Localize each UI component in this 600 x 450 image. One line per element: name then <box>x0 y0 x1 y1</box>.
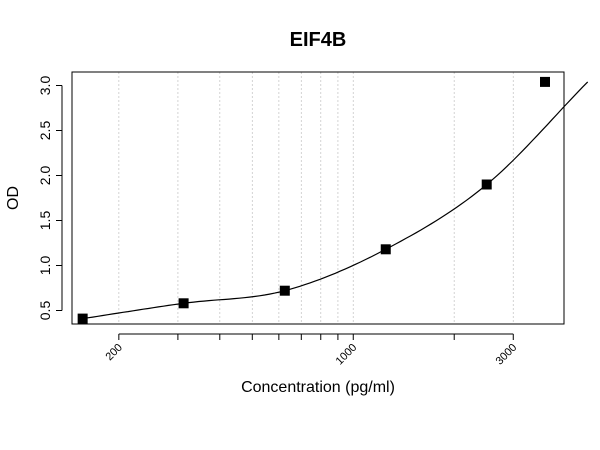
y-axis: 0.5 1.0 1.5 2.0 2.5 3.0 <box>37 76 63 321</box>
y-tick-label: 1.5 <box>37 211 53 231</box>
x-axis: 200 1000 3000 <box>103 333 520 368</box>
y-tick-label: 3.0 <box>37 76 53 96</box>
data-point <box>178 298 189 309</box>
y-tick-label: 2.0 <box>37 166 53 186</box>
fit-curve <box>82 81 589 320</box>
x-tick-label: 1000 <box>334 342 360 368</box>
x-tick-label: 200 <box>103 342 124 363</box>
data-point <box>380 244 391 255</box>
x-axis-label: Concentration (pg/ml) <box>241 379 395 396</box>
data-point <box>481 179 492 190</box>
data-point <box>540 76 550 87</box>
x-tick-label: 3000 <box>494 342 520 368</box>
y-tick-label: 0.5 <box>37 301 53 321</box>
data-point <box>279 285 290 296</box>
plot-frame <box>71 71 565 325</box>
y-tick-label: 1.0 <box>37 256 53 276</box>
chart-title: EIF4B <box>290 29 347 51</box>
data-points <box>77 76 550 324</box>
grid <box>118 72 514 324</box>
y-axis-label: OD <box>5 186 22 210</box>
data-point <box>77 313 88 324</box>
y-tick-label: 2.5 <box>37 121 53 141</box>
